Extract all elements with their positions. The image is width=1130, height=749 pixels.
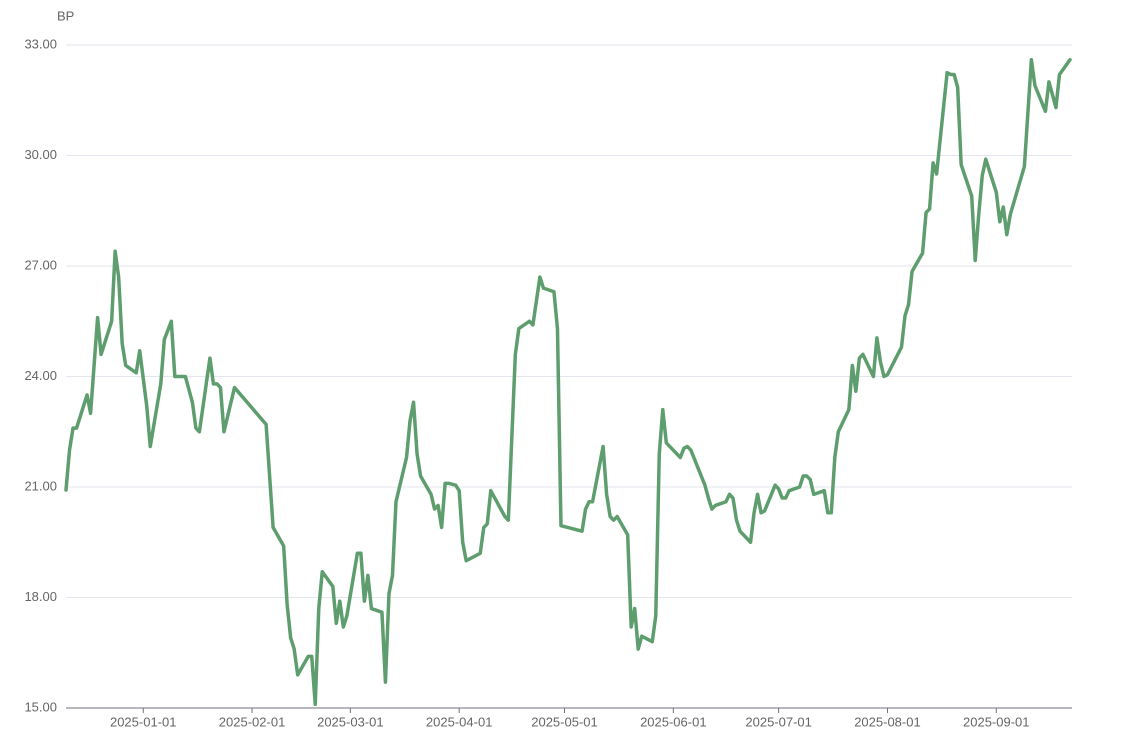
y-tick-label: 15.00 — [24, 699, 57, 714]
y-axis-label: BP — [57, 8, 74, 23]
x-tick-label: 2025-06-01 — [640, 714, 707, 729]
y-tick-label: 30.00 — [24, 147, 57, 162]
y-tick-label: 33.00 — [24, 36, 57, 51]
x-tick-label: 2025-01-01 — [110, 714, 177, 729]
y-tick-label: 18.00 — [24, 589, 57, 604]
y-tick-label: 27.00 — [24, 257, 57, 272]
x-tick-label: 2025-08-01 — [854, 714, 921, 729]
x-tick-label: 2025-03-01 — [317, 714, 384, 729]
y-tick-label: 21.00 — [24, 478, 57, 493]
x-tick-label: 2025-05-01 — [531, 714, 598, 729]
x-tick-label: 2025-07-01 — [745, 714, 812, 729]
line — [64, 57, 1072, 707]
x-tick-label: 2025-04-01 — [426, 714, 493, 729]
y-tick-label: 24.00 — [24, 368, 57, 383]
x-tick-label: 2025-09-01 — [963, 714, 1030, 729]
x-tick-label: 2025-02-01 — [219, 714, 286, 729]
